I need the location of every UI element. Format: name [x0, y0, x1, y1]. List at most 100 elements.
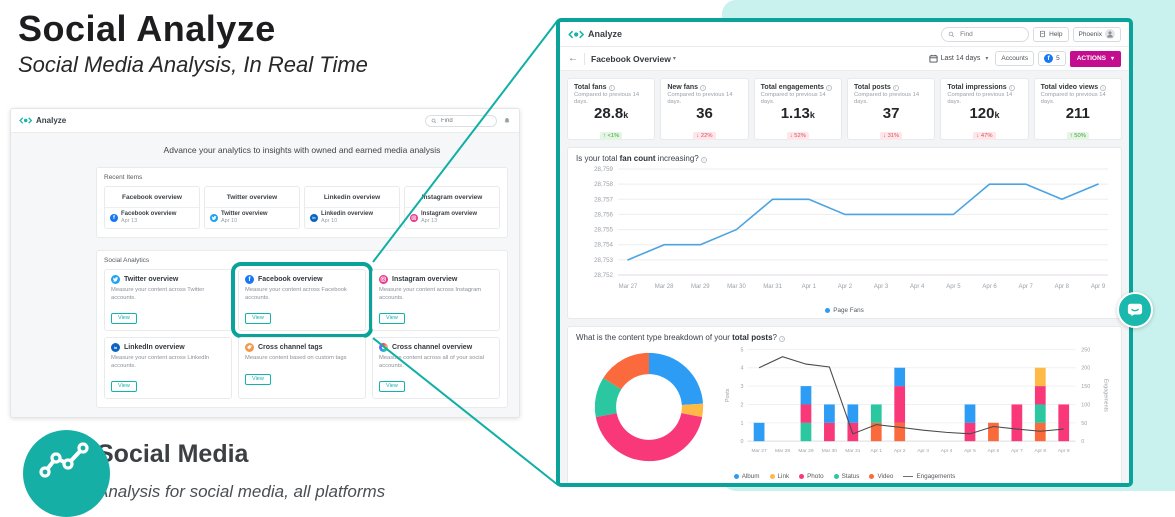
view-button[interactable]: View [111, 313, 137, 325]
info-icon[interactable]: i [1100, 84, 1107, 91]
kpi-value-suffix: k [809, 110, 815, 120]
info-icon[interactable]: i [1008, 84, 1015, 91]
chevron-down-icon: ▾ [985, 56, 989, 62]
chat-widget-button[interactable] [1117, 292, 1153, 328]
info-icon[interactable]: i [608, 84, 615, 91]
page-title: Social Analyze [18, 8, 276, 49]
analytics-card-title: LinkedIn overview [124, 344, 185, 352]
notifications-bell-icon[interactable] [503, 117, 511, 125]
analyze-app-window: Analyze Help Phoenix [556, 18, 1133, 487]
analytics-card-cross[interactable]: Cross channel overview Measure content ac… [372, 337, 500, 400]
kpi-delta-badge: ↓ 52% [786, 131, 809, 140]
svg-text:Mar 29: Mar 29 [799, 448, 814, 454]
kpi-label: New fans [667, 84, 699, 91]
account-count-chip[interactable]: f 5 [1038, 51, 1066, 66]
back-button[interactable]: ← [568, 53, 578, 64]
view-button[interactable]: View [245, 313, 271, 325]
svg-text:Mar 31: Mar 31 [846, 448, 861, 454]
recent-item-name: Twitter overview [221, 211, 268, 217]
kpi-subtitle: Compared to previous 14 days. [574, 92, 640, 106]
svg-text:2: 2 [741, 402, 744, 408]
view-button[interactable]: View [379, 381, 405, 393]
recent-card-detail[interactable]: in Linkedin overview Apr 10 [305, 208, 399, 228]
svg-text:Apr 2: Apr 2 [838, 284, 853, 290]
mini-app-window: Analyze Advance your analytics to insigh… [10, 108, 520, 418]
analytics-card-linkedin[interactable]: in LinkedIn overview Measure your content … [104, 337, 232, 400]
recent-item-card[interactable]: Linkedin overview in Linkedin overview Apr … [304, 186, 400, 229]
kpi-badge-wrap: ↓ 47% [947, 124, 1021, 142]
recent-card-detail[interactable]: Twitter overview Apr 10 [205, 208, 299, 228]
mini-search-box[interactable] [425, 114, 497, 127]
actions-button[interactable]: ACTIONS ▾ [1069, 50, 1121, 67]
kpi-value-suffix: k [623, 110, 629, 120]
view-button[interactable]: View [245, 373, 271, 385]
mini-search-input[interactable] [439, 116, 489, 125]
bar-segment-link [1035, 367, 1047, 387]
info-icon[interactable]: i [779, 335, 786, 342]
search-box[interactable] [941, 26, 1030, 42]
instagram-icon [410, 213, 418, 222]
kpi-head: Total video views i [1041, 84, 1115, 91]
date-range-picker[interactable]: Last 14 days ▾ [929, 54, 989, 63]
svg-text:Apr 8: Apr 8 [1035, 448, 1047, 454]
svg-text:Mar 29: Mar 29 [691, 284, 710, 290]
chevron-down-icon[interactable]: ▾ [672, 56, 676, 62]
donut-slice-photo [596, 413, 703, 462]
fan-count-chart-card: Is your total fan count increasing? i 28… [567, 147, 1122, 319]
recent-card-meta: Instagram overview Apr 13 [421, 211, 477, 224]
info-icon[interactable]: i [825, 84, 832, 91]
analytics-card-facebook[interactable]: f Facebook overview Measure your content a… [231, 261, 373, 339]
kpi-card: Total fans i Compared to previous 14 days.… [567, 78, 656, 140]
kpi-subtitle: Compared to previous 14 days. [760, 92, 826, 106]
page-fans-line-chart: 28,752 28,753 28,754 28,755 28,756 28,757 28,7… [594, 166, 1108, 290]
chat-bubble-icon [1127, 303, 1143, 317]
svg-text:Apr 6: Apr 6 [988, 448, 1000, 454]
kpi-delta-badge: ↓ 47% [973, 131, 996, 140]
bar-segment-album [824, 404, 836, 423]
kpi-subtitle: Compared to previous 14 days. [947, 92, 1013, 106]
search-icon [948, 31, 955, 37]
recent-item-card[interactable]: Facebook overview f Facebook overview Apr 1… [104, 186, 200, 229]
svg-text:Apr 7: Apr 7 [1019, 284, 1034, 290]
view-button[interactable]: View [379, 313, 405, 325]
report-title[interactable]: Facebook Overview [591, 53, 671, 64]
analytics-card-twitter[interactable]: Twitter overview Measure your content acr… [104, 269, 232, 332]
page-subtitle: Social Media Analysis, In Real Time [18, 52, 368, 77]
recent-card-detail[interactable]: Instagram overview Apr 13 [405, 208, 499, 228]
svg-text:Apr 4: Apr 4 [941, 448, 953, 454]
recent-item-card[interactable]: Instagram overview Instagram overview Apr … [404, 186, 500, 229]
analytics-card-head: f Facebook overview [245, 275, 359, 284]
analytics-card-head: Cross channel overview [379, 343, 493, 353]
recent-card-detail[interactable]: f Facebook overview Apr 13 [105, 208, 199, 228]
donut-slice-status [595, 377, 622, 418]
info-icon[interactable]: i [700, 156, 707, 163]
donut-slice-link [681, 403, 704, 418]
kpi-value: 36 [696, 105, 713, 122]
view-button[interactable]: View [111, 381, 137, 393]
svg-text:Engagements: Engagements [1103, 379, 1109, 412]
kpi-head: Total posts i [854, 84, 928, 91]
kpi-head: Total fans i [574, 84, 648, 91]
analytics-card-desc: Measure content across all of your socia… [379, 355, 485, 369]
accounts-label: Accounts [1001, 55, 1029, 62]
analytics-card-tags[interactable]: Cross channel tags Measure content based … [238, 337, 366, 400]
analyze-logo: Analyze [19, 116, 66, 125]
info-icon[interactable]: i [892, 84, 899, 91]
legend-dot [733, 474, 739, 479]
mini-heading: Advance your analytics to insights with … [163, 145, 441, 155]
search-input[interactable] [958, 29, 1019, 39]
analytics-card-instagram[interactable]: Instagram overview Measure your content a… [372, 269, 500, 332]
user-menu[interactable]: Phoenix [1072, 26, 1121, 42]
svg-text:3: 3 [741, 384, 744, 390]
accounts-button[interactable]: Accounts [995, 51, 1035, 66]
help-button[interactable]: Help [1033, 26, 1069, 42]
tags-icon [245, 343, 254, 353]
info-icon[interactable]: i [700, 84, 707, 91]
recent-item-card[interactable]: Twitter overview Twitter overview Apr 10 [204, 186, 300, 229]
content-breakdown-title: What is the content type breakdown of yo… [576, 333, 1113, 342]
recent-card-meta: Twitter overview Apr 10 [221, 211, 268, 224]
svg-text:Apr 1: Apr 1 [802, 284, 817, 290]
recent-card-title: Twitter overview [205, 187, 299, 208]
analytics-card-head: Twitter overview [111, 275, 225, 284]
bar-segment-video [871, 422, 883, 442]
